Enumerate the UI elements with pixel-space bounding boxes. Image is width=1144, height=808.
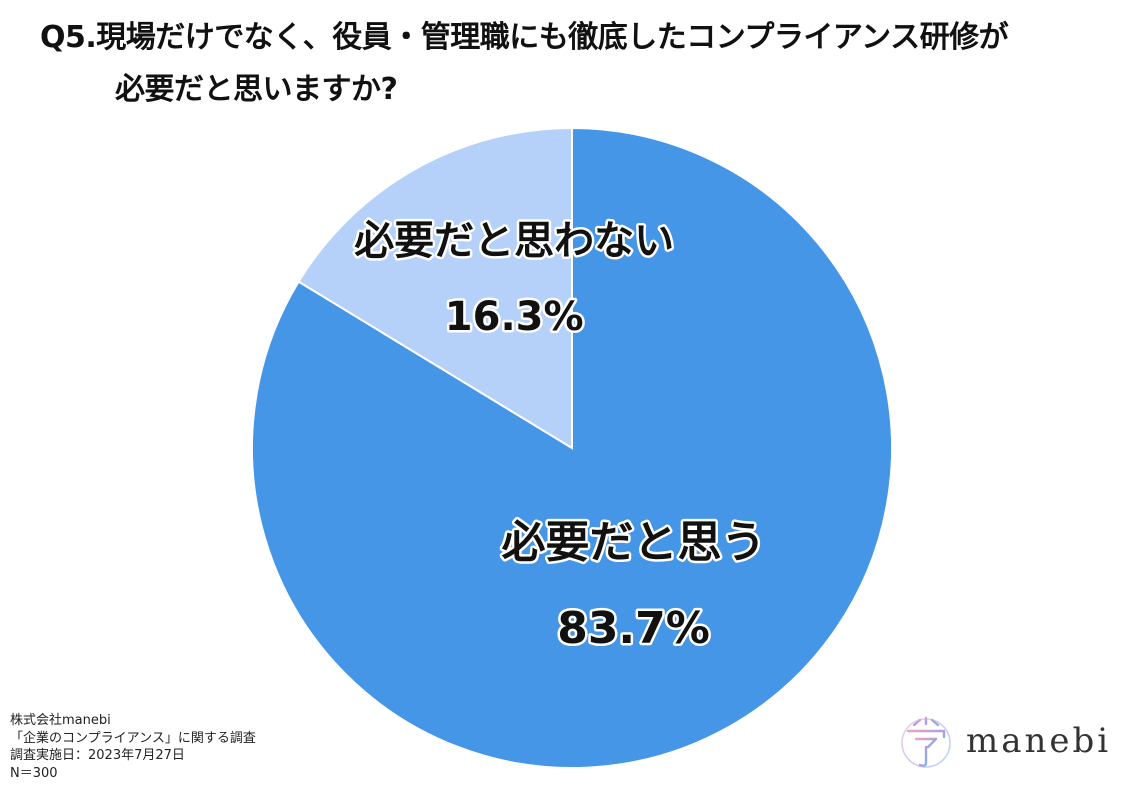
- slice-label-1: 必要だと思う: [502, 517, 766, 568]
- manebi-logo-icon: [901, 716, 951, 768]
- logo-wordmark: manebi: [966, 721, 1112, 761]
- chart-title-line-1: Q5.現場だけでなく、役員・管理職にも徹底したコンプライアンス研修が: [40, 20, 1009, 55]
- slice-value-1: 83.7%: [557, 603, 710, 654]
- footer-sample-size: N＝300: [10, 765, 58, 781]
- footer-company: 株式会社manebi: [10, 713, 111, 728]
- chart-title-line-2: 必要だと思いますか?: [115, 72, 398, 107]
- footer-survey-name: 「企業のコンプライアンス」に関する調査: [10, 730, 256, 746]
- footer-survey-date: 調査実施日：2023年7月27日: [10, 748, 185, 763]
- manebi-logo: manebi: [900, 715, 1120, 771]
- pie-slice-2: [297, 126, 573, 450]
- slice-value-2: 16.3%: [445, 294, 584, 340]
- slice-label-2: 必要だと思わない: [354, 218, 674, 264]
- survey-footer: 株式会社manebi 「企業のコンプライアンス」に関する調査 調査実施日：202…: [10, 712, 256, 782]
